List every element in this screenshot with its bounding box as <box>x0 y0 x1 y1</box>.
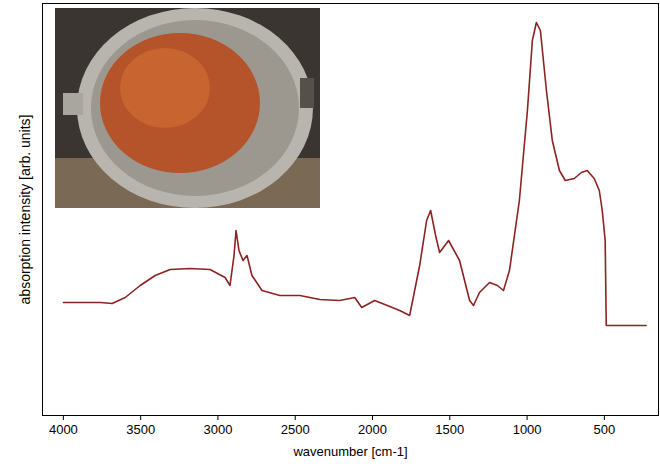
svg-text:1000: 1000 <box>513 422 542 437</box>
svg-text:500: 500 <box>594 422 616 437</box>
svg-text:wavenumber [cm-1]: wavenumber [cm-1] <box>292 444 407 459</box>
svg-text:4000: 4000 <box>49 422 78 437</box>
svg-text:2500: 2500 <box>281 422 310 437</box>
svg-text:2000: 2000 <box>358 422 387 437</box>
svg-text:3500: 3500 <box>126 422 155 437</box>
svg-text:absorption intensity [arb. uni: absorption intensity [arb. units] <box>17 115 33 305</box>
svg-text:3000: 3000 <box>203 422 232 437</box>
svg-text:1500: 1500 <box>435 422 464 437</box>
